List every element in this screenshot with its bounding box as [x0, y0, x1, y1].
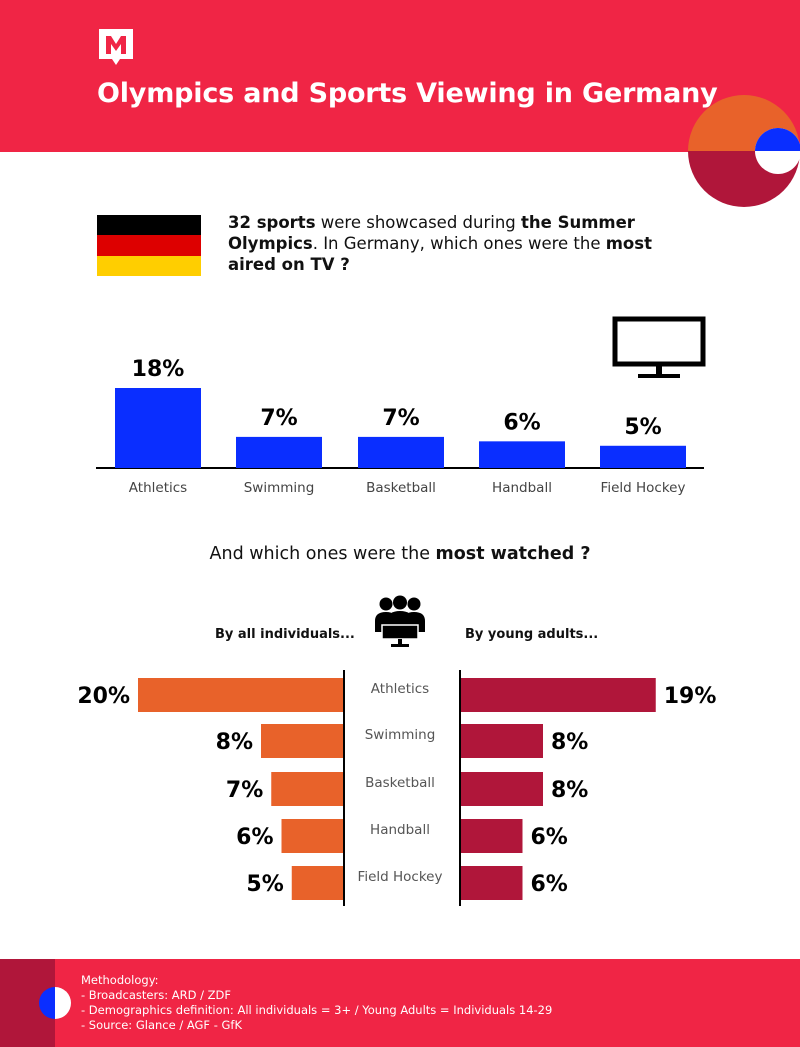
left-value-label: 7%: [226, 778, 263, 803]
methodology-notes: Methodology: - Broadcasters: ARD / ZDF -…: [81, 973, 552, 1033]
right-bar-basketball: [461, 772, 543, 806]
decorative-circle-icon: [688, 95, 800, 207]
aired-on-tv-bar-chart: 18% Athletics 7% Swimming 7% Basketball 6% Hand…: [96, 357, 704, 496]
germany-flag-icon: [97, 215, 201, 276]
methodology-line: Methodology:: [81, 973, 159, 987]
bar-value-label: 5%: [624, 415, 661, 440]
bar-category-label: Handball: [492, 480, 552, 496]
butterfly-category-label: Basketball: [365, 775, 435, 791]
page-title: Olympics and Sports Viewing in Germany: [97, 78, 718, 109]
tv-icon: [612, 316, 706, 378]
most-watched-butterfly-chart: 20% 19% Athletics 8% 8% Swimming 7% 8% Basketbal…: [77, 670, 717, 906]
right-bar-field-hockey: [461, 866, 523, 900]
left-bar-athletics: [138, 678, 343, 712]
footer-circle-icon: [39, 987, 71, 1019]
left-value-label: 20%: [77, 684, 130, 709]
right-value-label: 6%: [531, 825, 568, 850]
butterfly-category-label: Handball: [370, 822, 430, 838]
bar-field-hockey: [600, 445, 686, 468]
bar-swimming: [236, 436, 322, 468]
intro-question: 32 sports were showcased during the Summ…: [228, 213, 652, 274]
butterfly-category-label: Field Hockey: [358, 869, 443, 885]
bar-handball: [479, 441, 565, 468]
butterfly-category-label: Athletics: [371, 681, 429, 697]
flag-stripe-black: [97, 215, 201, 236]
left-series-label: By all individuals...: [215, 627, 355, 642]
left-bar-field-hockey: [291, 866, 343, 900]
brand-logo-icon: [99, 29, 133, 65]
header-banner: [0, 0, 800, 152]
bar-basketball: [358, 436, 444, 468]
right-bar-athletics: [461, 678, 656, 712]
left-value-label: 5%: [246, 872, 283, 897]
bar-category-label: Field Hockey: [601, 480, 686, 496]
right-value-label: 6%: [531, 872, 568, 897]
bar-value-label: 7%: [382, 406, 419, 431]
flag-stripe-gold: [97, 255, 201, 276]
right-bar-handball: [461, 819, 523, 853]
left-bar-swimming: [261, 724, 343, 758]
left-bar-basketball: [271, 772, 343, 806]
right-series-label: By young adults...: [465, 627, 599, 642]
left-value-label: 8%: [216, 730, 253, 755]
audience-people-icon: [375, 595, 425, 647]
right-value-label: 19%: [664, 684, 717, 709]
bar-category-label: Athletics: [129, 480, 187, 496]
bar-value-label: 18%: [132, 357, 185, 382]
methodology-line: - Source: Glance / AGF - GfK: [81, 1018, 243, 1032]
methodology-line: - Broadcasters: ARD / ZDF: [81, 988, 231, 1002]
bar-value-label: 6%: [503, 410, 540, 435]
left-value-label: 6%: [236, 825, 273, 850]
left-bar-handball: [281, 819, 343, 853]
methodology-line: - Demographics definition: All individua…: [81, 1003, 553, 1017]
bar-value-label: 7%: [260, 406, 297, 431]
section-heading-most-watched: And which ones were the most watched ?: [209, 544, 591, 564]
footer-banner: [0, 959, 800, 1047]
bar-athletics: [115, 388, 201, 468]
bar-category-label: Basketball: [366, 480, 436, 496]
right-value-label: 8%: [551, 730, 588, 755]
flag-stripe-red: [97, 235, 201, 256]
butterfly-category-label: Swimming: [365, 727, 436, 743]
right-bar-swimming: [461, 724, 543, 758]
right-value-label: 8%: [551, 778, 588, 803]
bar-category-label: Swimming: [244, 480, 315, 496]
